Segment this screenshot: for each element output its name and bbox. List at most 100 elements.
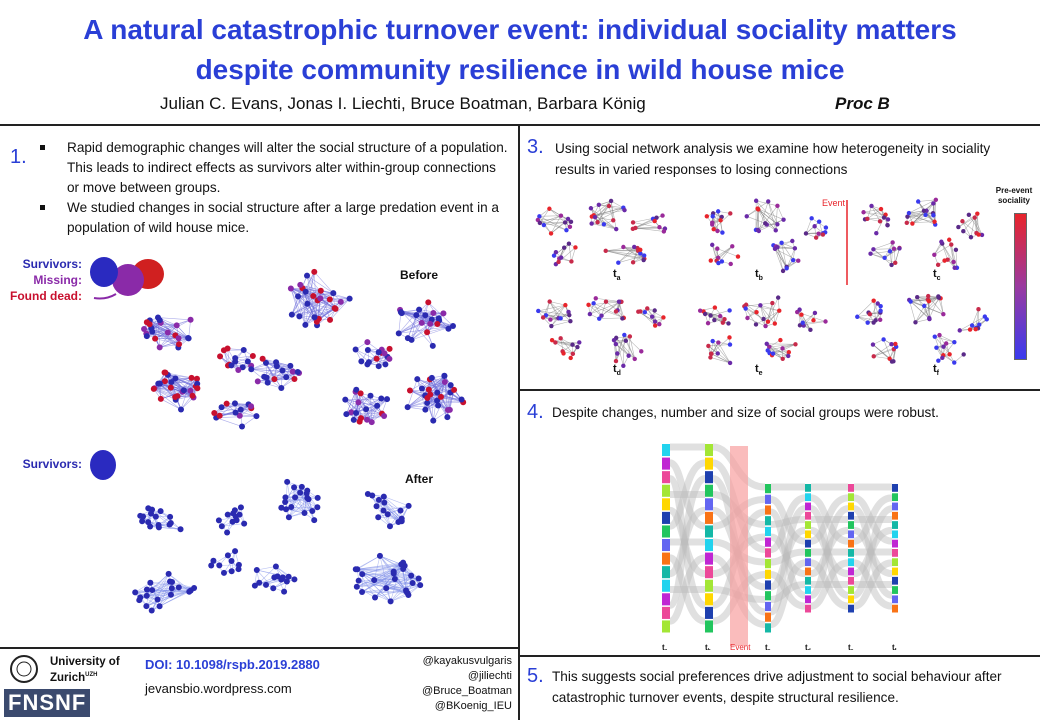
alluvial-flow: [809, 494, 849, 545]
network-node: [973, 327, 978, 332]
network-edge: [912, 203, 934, 224]
network-node: [979, 232, 985, 238]
network-edge: [912, 214, 934, 224]
website-link[interactable]: jevansbio.wordpress.com: [145, 681, 292, 696]
network-node: [870, 342, 876, 347]
network-node: [172, 375, 179, 382]
handle-link[interactable]: @Bruce_Boatman: [421, 685, 512, 697]
network-edge: [221, 523, 245, 527]
alluvial-flow: [769, 494, 806, 553]
alluvial-flow: [770, 516, 806, 528]
network-node: [961, 228, 966, 234]
network-node: [705, 320, 711, 326]
network-edge: [216, 417, 243, 427]
alluvial-block: [662, 566, 670, 579]
network-edge: [386, 582, 413, 589]
handle-link[interactable]: @kayakusvulgaris: [422, 655, 512, 667]
alluvial-block: [892, 586, 898, 594]
network-node: [228, 568, 235, 575]
network-node: [216, 412, 223, 419]
network-node: [273, 359, 280, 366]
sociality-colorbar: [1014, 213, 1027, 360]
network-node: [283, 578, 290, 585]
network-node: [947, 237, 952, 242]
network-edge: [175, 378, 191, 392]
network-edge: [376, 506, 391, 527]
network-node: [816, 231, 821, 236]
network-node: [390, 570, 397, 577]
university-logo: University of ZurichUZH: [6, 654, 136, 684]
network-edge: [383, 496, 409, 507]
network-node: [766, 199, 771, 204]
network-node: [262, 359, 269, 366]
network-node: [657, 321, 662, 327]
network-node: [145, 505, 152, 512]
network-edge: [884, 248, 900, 259]
handle-link[interactable]: @BKoenig_IEU: [434, 700, 512, 712]
network-node: [641, 257, 646, 263]
network-node: [957, 328, 962, 333]
network-node: [400, 566, 407, 573]
network-edge: [746, 216, 766, 224]
network-edge: [927, 295, 944, 315]
network-node: [155, 314, 162, 321]
divider-middle: [518, 124, 520, 720]
network-edge: [251, 365, 291, 370]
network-node: [927, 316, 932, 322]
network-edge: [407, 323, 431, 339]
network-edge: [712, 340, 731, 364]
network-node: [622, 332, 627, 338]
network-node: [157, 395, 164, 402]
alluvial-block: [662, 457, 670, 470]
network-node: [727, 360, 733, 366]
alluvial-axis-label: td: [805, 643, 811, 650]
network-node: [540, 315, 546, 320]
alluvial-block: [848, 586, 854, 594]
network-node: [223, 400, 230, 407]
network-node: [353, 583, 360, 590]
network-node: [551, 253, 557, 258]
network-node: [630, 220, 636, 225]
network-edge: [165, 372, 182, 410]
network-node: [926, 293, 931, 299]
network-node: [873, 318, 878, 323]
network-edge: [588, 304, 624, 319]
network-node: [548, 231, 554, 236]
network-node: [164, 329, 171, 336]
network-edge: [594, 205, 610, 218]
network-node: [210, 557, 217, 564]
network-edge: [538, 310, 570, 316]
handle-link[interactable]: @jiliechti: [467, 670, 512, 682]
timepoint-subscript: f: [937, 370, 940, 377]
network-node: [172, 394, 179, 401]
network-edge: [873, 242, 893, 250]
network-edge: [590, 208, 605, 225]
network-node: [743, 306, 748, 311]
network-edge: [560, 338, 574, 355]
network-edge: [409, 379, 431, 391]
network-edge: [383, 496, 401, 511]
network-node: [429, 342, 436, 349]
network-node: [823, 319, 828, 324]
alluvial-block: [805, 539, 811, 548]
network-node: [781, 217, 786, 222]
network-node: [616, 299, 622, 304]
network-edge: [640, 311, 656, 326]
alluvial-block: [848, 493, 854, 502]
network-node: [441, 372, 448, 379]
network-node: [541, 222, 547, 228]
network-node: [755, 206, 760, 211]
network-node: [232, 409, 239, 416]
network-edge: [599, 317, 624, 319]
network-edge: [151, 581, 171, 611]
network-edge: [345, 399, 367, 410]
title-line-1: A natural catastrophic turnover event: i…: [83, 14, 957, 45]
alluvial-block: [662, 511, 670, 524]
network-node: [639, 349, 644, 354]
network-edge: [629, 336, 636, 359]
alluvial-block: [848, 484, 854, 492]
network-edge: [290, 288, 300, 317]
network-node: [380, 493, 387, 500]
network-node: [154, 596, 161, 603]
doi-link[interactable]: DOI: 10.1098/rspb.2019.2880: [145, 657, 320, 672]
